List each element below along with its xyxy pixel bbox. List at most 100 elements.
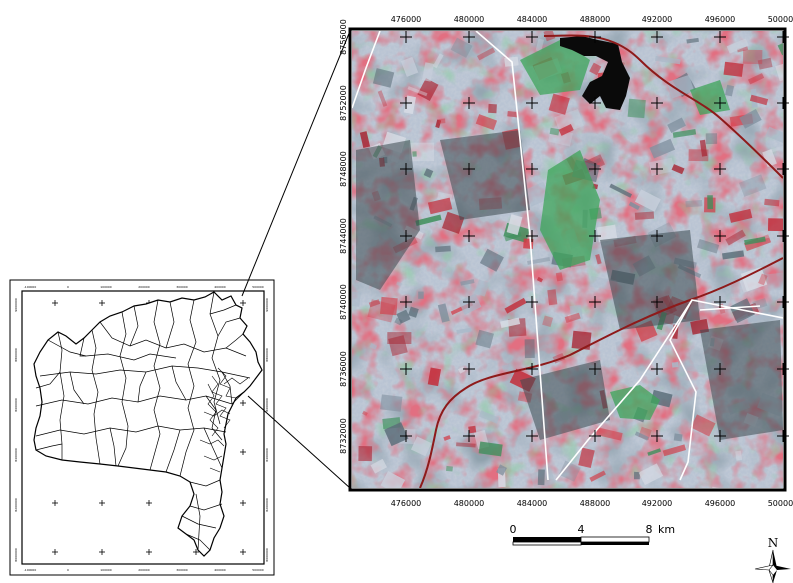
inset-x-tick-label-top: 200000: [138, 285, 150, 289]
field-patch: [427, 367, 442, 387]
north-arrow: N: [754, 536, 791, 583]
field-patch: [536, 276, 544, 283]
field-patch: [475, 329, 494, 349]
x-tick-label-top: 480000: [454, 15, 485, 24]
inset-y-tick-label-right: 8200000: [265, 498, 269, 511]
field-patch: [377, 90, 388, 107]
x-tick-label-bottom: 500000: [768, 499, 793, 508]
inset-x-tick-label-bottom: 0: [67, 568, 69, 572]
field-patch: [672, 129, 697, 138]
inset-x-tick-label-bottom: 400000: [214, 568, 226, 572]
field-patch: [735, 450, 743, 461]
field-patch: [549, 127, 560, 136]
inset-y-tick-label-right: 8400000: [265, 448, 269, 461]
y-tick-labels-left: 8756000 8752000 8748000 8744000 8740000 87360…: [339, 19, 348, 454]
field-patch: [769, 145, 783, 153]
field-patch: [595, 254, 602, 265]
field-patch: [412, 151, 417, 157]
field-patch: [725, 84, 735, 97]
field-patch: [738, 174, 767, 197]
y-tick-label: 8740000: [339, 284, 348, 320]
inset-x-tick-label-top: 300000: [176, 285, 188, 289]
inset-map: -100000 -100000 0 0 100000 100000 200000 200000…: [9, 279, 275, 576]
field-patch: [558, 123, 574, 136]
field-patch: [417, 78, 439, 101]
field-patch: [370, 458, 388, 474]
field-patch: [740, 266, 768, 292]
inset-x-tick-labels: -100000 -100000 0 0 100000 100000 200000 200000…: [24, 285, 264, 572]
inset-y-tick-labels: 9000000 9000000 8800000 8800000 8600000 86000…: [14, 298, 269, 561]
field-patch: [432, 53, 444, 69]
inset-y-tick-label-right: 9000000: [265, 298, 269, 311]
field-patch: [628, 201, 640, 211]
field-patch: [396, 309, 411, 324]
field-patch: [564, 312, 581, 324]
y-tick-label: 8752000: [339, 85, 348, 121]
field-patch: [634, 431, 649, 441]
field-patch: [686, 37, 699, 44]
field-patch: [726, 38, 749, 54]
field-patch: [445, 465, 453, 472]
y-tick-label: 8732000: [339, 418, 348, 454]
scale-segment-lower-black: [581, 542, 649, 545]
field-patch: [666, 74, 695, 99]
y-tick-label: 8736000: [339, 351, 348, 387]
field-patch: [554, 109, 584, 135]
dark-vegetation: [356, 130, 783, 440]
inset-x-tick-label-bottom: 100000: [100, 568, 112, 572]
field-patch: [578, 447, 595, 469]
scale-label-8: 8: [646, 523, 653, 536]
inset-x-tick-label-bottom: 500000: [252, 568, 264, 572]
field-patch: [388, 335, 408, 357]
connector-line-top: [241, 30, 351, 297]
field-patch: [403, 95, 417, 115]
inset-y-tick-label-left: 8000000: [14, 548, 18, 561]
x-tick-label-top: 476000: [391, 15, 422, 24]
field-patch: [359, 131, 371, 148]
field-patch: [443, 435, 451, 441]
field-patch: [535, 38, 545, 52]
field-patch: [648, 157, 675, 176]
x-tick-label-bottom: 476000: [391, 499, 422, 508]
field-patch: [744, 236, 766, 246]
x-tick-label-top: 492000: [642, 15, 673, 24]
field-patch: [762, 148, 777, 167]
field-patch: [707, 195, 714, 210]
field-patch: [662, 444, 687, 457]
field-patch: [458, 293, 482, 315]
field-patch: [504, 297, 527, 314]
field-patch: [460, 279, 475, 286]
field-patch: [507, 111, 518, 118]
north-arrow-icon: [773, 550, 777, 568]
field-patch: [749, 94, 769, 106]
field-patch: [362, 410, 368, 416]
field-patch: [408, 306, 419, 318]
field-patch: [369, 343, 378, 350]
field-patch: [728, 208, 753, 223]
inset-x-tick-label-top: 100000: [100, 285, 112, 289]
satellite-grid-crosses: [400, 31, 789, 442]
satellite-image: [352, 31, 783, 488]
field-patch: [690, 414, 716, 437]
field-patch: [696, 238, 720, 254]
field-patch: [736, 46, 749, 53]
field-patch: [638, 463, 664, 486]
x-tick-label-bottom: 488000: [580, 499, 611, 508]
field-patch: [394, 317, 403, 326]
x-tick-label-top: 496000: [705, 15, 736, 24]
field-patch: [380, 296, 398, 316]
field-patch: [633, 471, 640, 480]
inset-inner-frame: [21, 290, 265, 565]
field-patch: [423, 168, 434, 178]
municipal-boundaries: [35, 291, 251, 551]
field-patch: [479, 248, 504, 272]
inset-x-tick-label-bottom: 200000: [138, 568, 150, 572]
x-tick-label-top: 488000: [580, 15, 611, 24]
field-patch: [396, 281, 403, 287]
field-patch: [418, 291, 424, 299]
field-patch: [647, 448, 662, 456]
field-patch: [766, 272, 783, 292]
field-patch: [437, 303, 450, 323]
field-patch: [634, 211, 655, 220]
